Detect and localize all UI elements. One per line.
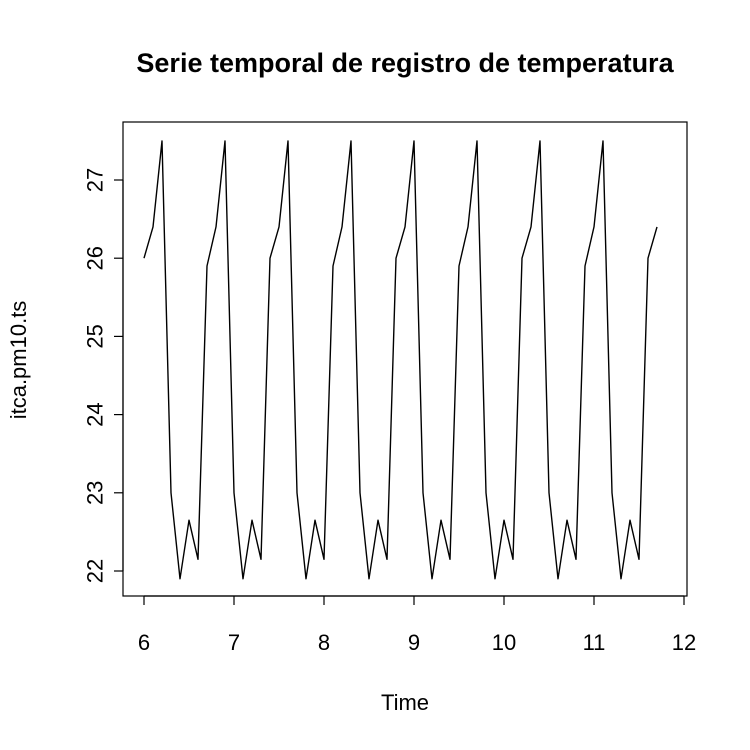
series-line [143, 140, 658, 580]
y-tick-label: 25 [83, 324, 108, 348]
chart-title: Serie temporal de registro de temperatur… [136, 48, 674, 78]
y-axis: 22 23 24 25 26 27 [83, 168, 124, 583]
x-tick-label: 12 [672, 630, 696, 655]
plot-frame [122, 121, 688, 597]
x-tick-label: 11 [583, 630, 606, 655]
y-tick-label: 24 [83, 402, 108, 426]
x-tick-label: 6 [138, 630, 150, 655]
x-tick-label: 9 [408, 630, 420, 655]
series-layer [143, 140, 658, 580]
y-axis-title: itca.pm10.ts [6, 301, 31, 420]
x-axis: 6 7 8 9 10 11 12 [138, 595, 696, 655]
y-tick-label: 26 [83, 246, 108, 270]
y-tick-label: 27 [83, 168, 108, 192]
y-tick-label: 22 [83, 559, 108, 583]
x-tick-label: 7 [228, 630, 240, 655]
y-tick-label: 23 [83, 481, 108, 505]
x-axis-title: Time [381, 690, 429, 715]
x-tick-label: 10 [492, 630, 516, 655]
x-tick-label: 8 [318, 630, 330, 655]
